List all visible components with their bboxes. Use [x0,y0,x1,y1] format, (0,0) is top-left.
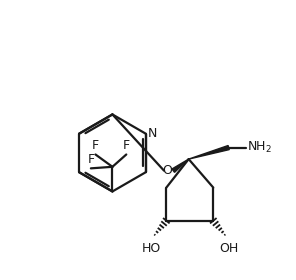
Text: F: F [87,153,94,166]
Text: OH: OH [219,242,238,255]
Text: N: N [147,127,157,140]
Polygon shape [172,159,189,172]
Text: HO: HO [141,242,160,255]
Text: O: O [162,164,172,177]
Text: F: F [123,139,130,152]
Text: NH$_2$: NH$_2$ [247,140,272,155]
Polygon shape [189,146,229,159]
Text: F: F [92,139,99,152]
